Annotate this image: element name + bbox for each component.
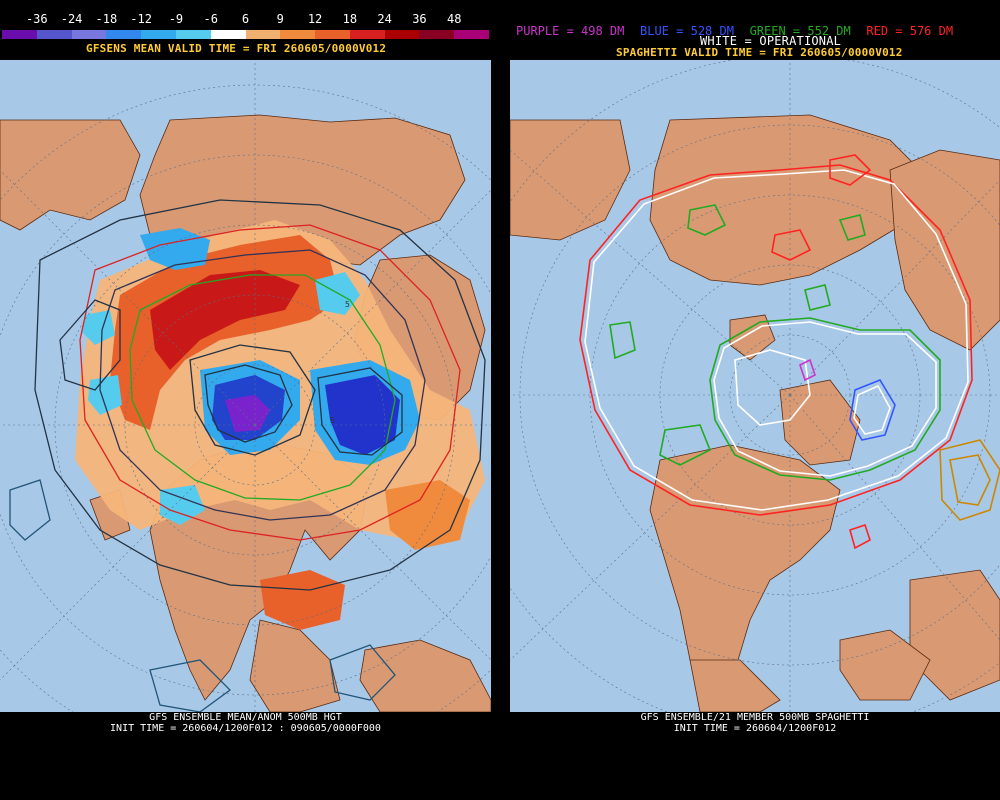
colorbar-label: 12: [307, 12, 323, 26]
colorbar-label: 24: [377, 12, 392, 26]
right-title: SPAGHETTI VALID TIME = FRI 260605/0000V0…: [616, 46, 903, 59]
left-footer-line2: INIT TIME = 260604/1200F012 : 090605/000…: [110, 723, 381, 734]
colorbar-segment: [419, 30, 455, 39]
colorbar-label: -24: [60, 12, 83, 26]
colorbar-label: -36: [25, 12, 48, 26]
left-footer-line1: GFS ENSEMBLE MEAN/ANOM 500MB HGT: [149, 712, 342, 723]
colorbar-segment: [106, 30, 142, 39]
colorbar-segment: [315, 30, 351, 39]
spaghetti-legend: PURPLE = 498 DM BLUE = 528 DM GREEN = 55…: [516, 20, 953, 39]
colorbar-label: 6: [241, 12, 250, 26]
legend-green: GREEN = 552 DM: [749, 24, 851, 38]
colorbar-label: -9: [168, 12, 184, 26]
colorbar-segment: [210, 30, 246, 39]
colorbar-label: 18: [342, 12, 358, 26]
legend-purple: PURPLE = 498 DM: [516, 24, 625, 38]
colorbar-segment: [2, 30, 38, 39]
right-panel: PURPLE = 498 DM BLUE = 528 DM GREEN = 55…: [510, 0, 1000, 800]
colorbar: -36 -24 -18 -12 -9 -6 6 9 12 18 24 36 48: [2, 6, 490, 39]
legend-white: WHITE = OPERATIONAL: [700, 34, 842, 48]
colorbar-segment: [384, 30, 420, 39]
colorbar-segment: [36, 30, 73, 39]
legend-blue: BLUE = 528 DM: [640, 24, 734, 38]
right-map: [510, 60, 1000, 712]
colorbar-segment: [71, 30, 107, 39]
right-footer-line1: GFS ENSEMBLE/21 MEMBER 500MB SPAGHETTI: [640, 712, 870, 723]
colorbar-segment: [141, 30, 177, 39]
colorbar-segment: [454, 30, 490, 39]
colorbar-segment: [245, 30, 281, 39]
colorbar-label: 9: [276, 12, 284, 26]
left-panel: -36 -24 -18 -12 -9 -6 6 9 12 18 24 36 48 GFSENS MEAN…: [0, 0, 491, 800]
svg-text:5: 5: [330, 416, 335, 425]
colorbar-label: 36: [412, 12, 427, 26]
left-map: 5 5: [0, 60, 491, 712]
legend-red: RED = 576 DM: [866, 24, 954, 38]
colorbar-segment: [280, 30, 316, 39]
right-footer-line2: INIT TIME = 260604/1200F012: [673, 723, 837, 734]
colorbar-label: 48: [446, 12, 462, 26]
colorbar-label: -18: [95, 12, 118, 26]
left-title: GFSENS MEAN VALID TIME = FRI 260605/0000…: [86, 42, 387, 55]
colorbar-label: -6: [203, 12, 218, 26]
svg-text:5: 5: [345, 300, 350, 309]
panel-divider: [491, 0, 510, 800]
colorbar-segment: [349, 30, 386, 39]
colorbar-segment: [175, 30, 212, 39]
colorbar-label: -12: [130, 12, 152, 26]
